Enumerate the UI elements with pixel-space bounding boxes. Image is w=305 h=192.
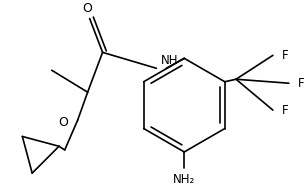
- Text: F: F: [282, 49, 289, 62]
- Text: O: O: [83, 2, 93, 15]
- Text: F: F: [282, 104, 289, 117]
- Text: NH: NH: [161, 54, 179, 67]
- Text: F: F: [298, 77, 304, 90]
- Text: NH₂: NH₂: [173, 173, 196, 186]
- Text: O: O: [58, 116, 68, 129]
